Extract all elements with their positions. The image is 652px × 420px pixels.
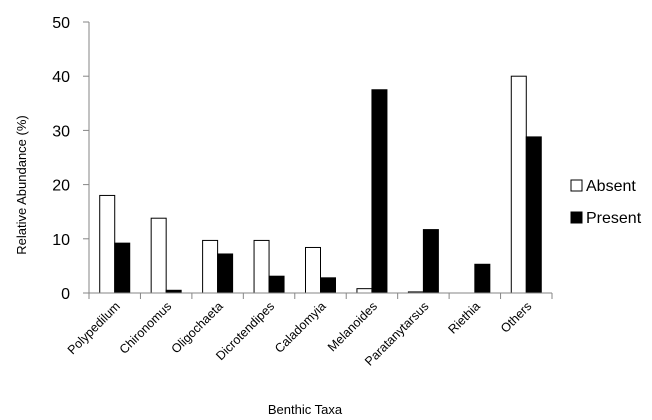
x-axis: PolypedilumChironomusOligochaetaDicroten…: [65, 292, 553, 369]
bar-present-others: [525, 136, 542, 294]
legend-swatch-absent: [570, 179, 583, 192]
bar-absent-melanoides: [356, 288, 373, 294]
y-tick-label: 30: [52, 123, 70, 140]
x-tick-label: Oligochaeta: [169, 299, 226, 356]
bar-absent-oligochaeta: [202, 239, 219, 294]
x-tick-label: Melanoides: [325, 299, 380, 354]
y-tick-label: 10: [52, 232, 70, 249]
bar-present-dicrotendipes: [268, 275, 285, 294]
bar-absent-caladomyia: [305, 246, 321, 294]
y-tick-label: 50: [52, 15, 70, 32]
x-tick-label: Chironomus: [117, 299, 175, 357]
x-tick-label: Others: [498, 299, 534, 335]
bar-absent-others: [510, 75, 527, 294]
y-tick-label: 40: [52, 69, 70, 86]
x-tick-label: Caladomyia: [272, 299, 329, 356]
bar-present-polypedilum: [114, 242, 131, 294]
y-tick-label: 20: [52, 178, 70, 195]
bar-present-oligochaeta: [217, 253, 234, 294]
legend-swatch-present: [570, 211, 583, 224]
bars: [99, 75, 542, 294]
bar-present-paratanytarsus: [422, 229, 439, 294]
bar-present-melanoides: [371, 89, 388, 294]
y-tick-label: 0: [61, 286, 70, 303]
x-tick-label: Polypedilum: [65, 299, 123, 357]
y-axis-title: Relative Abundance (%): [14, 115, 29, 254]
legend-label-present: Present: [586, 210, 642, 227]
x-axis-title: Benthic Taxa: [268, 402, 343, 417]
legend: Absent Present: [570, 178, 642, 227]
bar-absent-polypedilum: [99, 194, 116, 294]
bar-absent-chironomus: [150, 217, 167, 294]
legend-label-absent: Absent: [586, 178, 636, 195]
x-tick-label: Riethia: [446, 299, 483, 336]
bar-absent-dicrotendipes: [253, 239, 270, 294]
bar-present-riethia: [474, 263, 491, 294]
bar-present-caladomyia: [320, 277, 336, 294]
y-axis: 0 10 20 30 40 50: [52, 15, 90, 303]
